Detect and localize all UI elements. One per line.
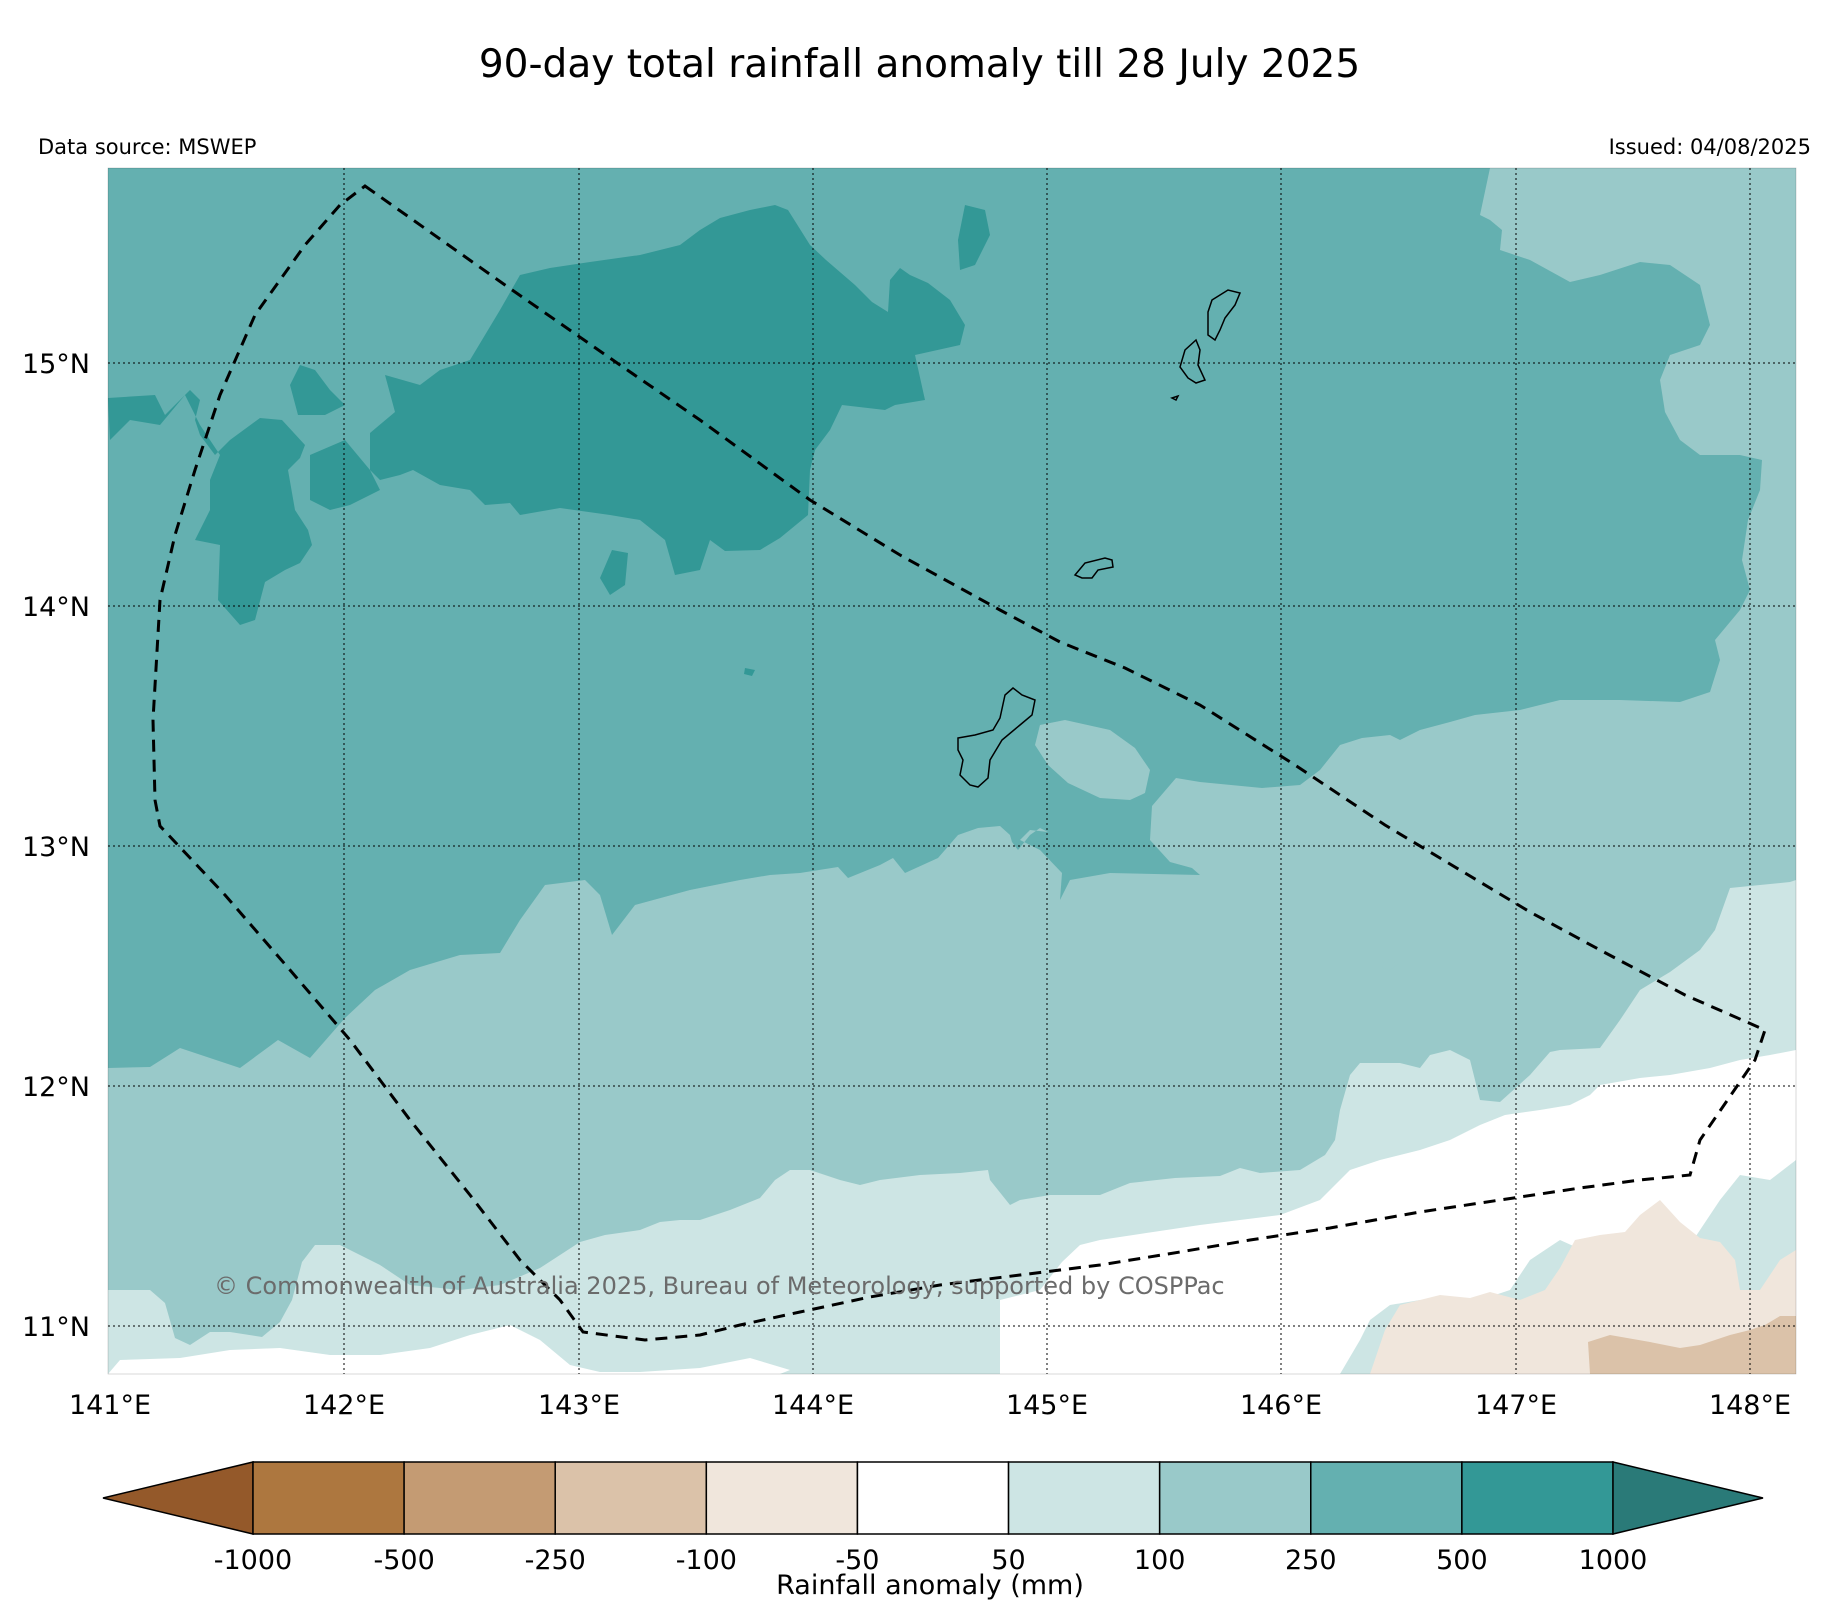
lon-label-141: 141°E [69, 1390, 151, 1421]
colorbar-tick-label: 500 [1436, 1545, 1488, 1576]
issued-date-label: Issued: 04/08/2025 [1608, 135, 1811, 159]
region-boundary-dashed [151, 184, 1767, 1342]
lon-label-143: 143°E [538, 1390, 620, 1421]
gridlines [108, 168, 1796, 1374]
lon-label-145: 145°E [1006, 1390, 1088, 1421]
colorbar-swatch [252, 1461, 405, 1535]
data-source-label: Data source: MSWEP [38, 135, 257, 159]
band-neutral [108, 1325, 790, 1374]
band-neg250-neg100 [1588, 1316, 1796, 1374]
band-500-1000 [370, 205, 965, 575]
band-500-1000-west [108, 390, 312, 625]
colorbar: -1000 -500 -250 -100 -50 50 100 250 500 1000 [102, 1461, 1764, 1576]
colorbar-swatch [1007, 1461, 1161, 1535]
colorbar-extend-high [1612, 1461, 1764, 1535]
band-50-100-patch-2 [1598, 882, 1610, 945]
colorbar-tick-label: -1000 [214, 1545, 292, 1576]
lon-label-148: 148°E [1709, 1390, 1791, 1421]
lat-label-13: 13°N [22, 832, 90, 863]
lat-label-12: 12°N [22, 1072, 90, 1103]
colorbar-tick-label: 100 [1134, 1545, 1186, 1576]
colorbar-extend-low [102, 1461, 254, 1535]
copyright-text: © Commonwealth of Australia 2025, Bureau… [214, 1272, 1225, 1300]
colorbar-tick-label: -250 [525, 1545, 586, 1576]
colorbar-tick-label: -100 [676, 1545, 737, 1576]
lon-tick-labels: 141°E 142°E 143°E 144°E 145°E 146°E 147°… [69, 1390, 1791, 1421]
lat-label-11: 11°N [22, 1312, 90, 1343]
band-500-1000-dot [744, 668, 755, 676]
band-neg100-neg50 [1370, 1200, 1796, 1374]
band-500-1000-small-2 [600, 550, 628, 595]
band-500-1000-west-2 [310, 440, 380, 510]
lon-label-147: 147°E [1475, 1390, 1557, 1421]
lat-label-14: 14°N [22, 592, 90, 623]
band-neutral-2 [1000, 1050, 1796, 1374]
lat-label-15: 15°N [22, 349, 90, 380]
lon-label-144: 144°E [772, 1390, 854, 1421]
map-frame [107, 167, 1797, 1375]
island-outlines [957, 289, 1242, 788]
lat-tick-labels: 11°N 12°N 13°N 14°N 15°N [22, 349, 90, 1343]
lon-label-142: 142°E [303, 1390, 385, 1421]
page-title: 90-day total rainfall anomaly till 28 Ju… [478, 42, 1361, 87]
colorbar-tick-label: 50 [991, 1545, 1025, 1576]
colorbar-tick-label: -500 [373, 1545, 434, 1576]
colorbar-tick-label: 1000 [1579, 1545, 1648, 1576]
colorbar-title: Rainfall anomaly (mm) [776, 1570, 1084, 1601]
colorbar-tick-label: -50 [835, 1545, 879, 1576]
colorbar-swatch [1310, 1461, 1463, 1535]
band-50-100-patch [1035, 720, 1150, 800]
island-guam [957, 687, 1036, 788]
colorbar-swatch [554, 1461, 708, 1535]
lon-label-146: 146°E [1240, 1390, 1322, 1421]
colorbar-swatch [1158, 1461, 1312, 1535]
island-saipan [1207, 289, 1242, 342]
island-aguijan [1170, 394, 1180, 402]
colorbar-swatch [705, 1461, 859, 1535]
colorbar-swatch [856, 1461, 1010, 1535]
band-500-1000-small [290, 365, 345, 415]
band-50-100-patch-3 [1382, 958, 1398, 970]
map-contours: © Commonwealth of Australia 2025, Bureau… [108, 168, 1796, 1374]
band-500-1000-small-3 [958, 205, 990, 270]
island-rota [1073, 557, 1114, 579]
colorbar-swatch [1461, 1461, 1614, 1535]
colorbar-swatch [403, 1461, 556, 1535]
colorbar-tick-label: 250 [1285, 1545, 1337, 1576]
island-tinian [1179, 338, 1207, 384]
